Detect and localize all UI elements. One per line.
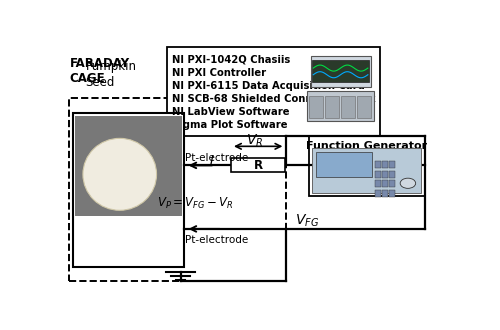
- Text: $V_R$: $V_R$: [246, 133, 263, 149]
- Ellipse shape: [83, 138, 156, 210]
- Bar: [310, 55, 370, 87]
- Text: Pt-electrode: Pt-electrode: [184, 153, 248, 163]
- Bar: [324, 96, 339, 118]
- Bar: [376, 171, 381, 178]
- Text: NI SCB-68 Shielded Connector Block: NI SCB-68 Shielded Connector Block: [172, 94, 376, 104]
- Bar: [376, 190, 381, 197]
- Bar: [231, 158, 285, 172]
- Bar: [70, 98, 286, 281]
- Bar: [390, 190, 394, 197]
- Bar: [340, 96, 355, 118]
- Circle shape: [400, 178, 415, 188]
- Bar: [376, 161, 381, 168]
- Bar: [382, 181, 388, 187]
- Bar: [356, 96, 371, 118]
- Text: Pt-electrode: Pt-electrode: [184, 235, 248, 245]
- Text: $I$: $I$: [209, 154, 214, 167]
- Bar: [312, 148, 421, 193]
- Text: NI LabView Software: NI LabView Software: [172, 107, 290, 117]
- Bar: [167, 47, 380, 136]
- Bar: [390, 161, 394, 168]
- Bar: [308, 136, 425, 196]
- Text: NI PXI-6115 Data Acquisition Card: NI PXI-6115 Data Acquisition Card: [172, 81, 364, 91]
- Bar: [316, 152, 372, 177]
- Bar: [306, 91, 374, 121]
- Bar: [390, 181, 394, 187]
- Text: Sigma Plot Software: Sigma Plot Software: [172, 120, 288, 130]
- Bar: [75, 116, 182, 216]
- Bar: [382, 190, 388, 197]
- Bar: [312, 60, 368, 82]
- Text: NI PXI-1042Q Chasiis: NI PXI-1042Q Chasiis: [172, 54, 290, 64]
- Text: Function Generator: Function Generator: [306, 141, 427, 151]
- Bar: [382, 161, 388, 168]
- Text: Pumpkin
Seed: Pumpkin Seed: [86, 60, 137, 89]
- Bar: [382, 171, 388, 178]
- Bar: [74, 113, 184, 267]
- Bar: [390, 171, 394, 178]
- Bar: [308, 96, 323, 118]
- Text: $V_{FG}$: $V_{FG}$: [294, 213, 318, 229]
- Text: R: R: [254, 159, 263, 172]
- Bar: [376, 181, 381, 187]
- Text: NI PXI Controller: NI PXI Controller: [172, 68, 266, 78]
- Text: $V_P= V_{FG}-V_R$: $V_P= V_{FG}-V_R$: [158, 196, 234, 211]
- Text: FARADAY
CAGE: FARADAY CAGE: [70, 57, 130, 85]
